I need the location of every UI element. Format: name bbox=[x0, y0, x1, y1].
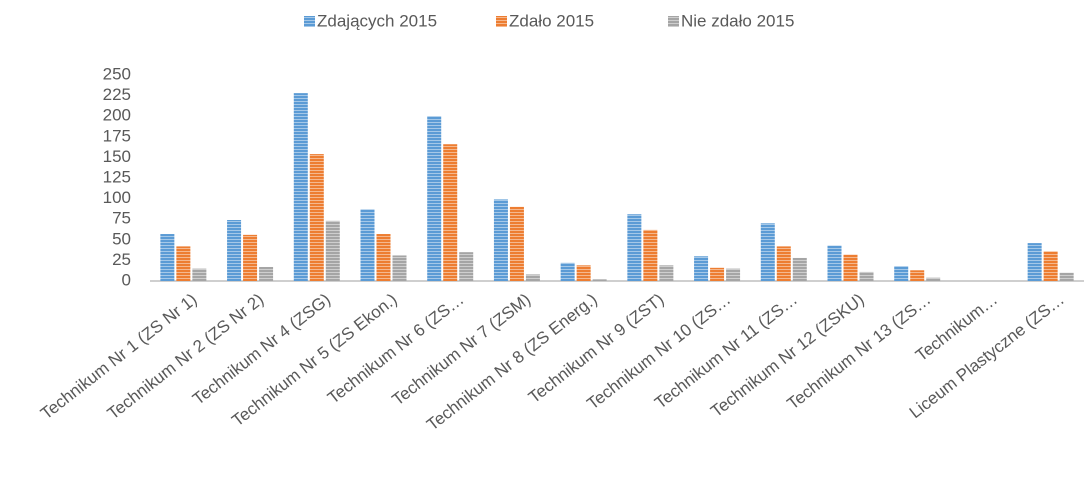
bar bbox=[493, 199, 508, 281]
bar bbox=[243, 234, 258, 281]
legend-label: Zdało 2015 bbox=[509, 11, 594, 30]
y-tick-label: 125 bbox=[103, 167, 131, 186]
bar bbox=[894, 266, 909, 281]
bar bbox=[776, 246, 791, 281]
bar bbox=[843, 254, 858, 281]
bar bbox=[694, 256, 709, 281]
bar bbox=[910, 270, 925, 281]
bar bbox=[293, 93, 308, 282]
bar bbox=[1027, 243, 1042, 281]
y-tick-label: 75 bbox=[112, 209, 131, 228]
bar bbox=[627, 214, 642, 281]
bar bbox=[325, 220, 340, 281]
bar bbox=[192, 268, 207, 281]
bar bbox=[259, 266, 274, 281]
bar bbox=[176, 246, 191, 281]
legend-label: Nie zdało 2015 bbox=[681, 11, 794, 30]
bar bbox=[710, 267, 725, 281]
y-tick-label: 225 bbox=[103, 85, 131, 104]
bar bbox=[1059, 272, 1074, 281]
legend-swatch bbox=[496, 16, 507, 27]
bar bbox=[459, 252, 474, 281]
y-tick-label: 175 bbox=[103, 126, 131, 145]
bar bbox=[443, 144, 458, 281]
bar bbox=[427, 116, 442, 281]
legend-swatch bbox=[304, 16, 315, 27]
bar bbox=[827, 245, 842, 281]
y-tick-label: 250 bbox=[103, 64, 131, 83]
bar bbox=[659, 265, 674, 281]
bar bbox=[859, 271, 874, 281]
bar bbox=[560, 262, 575, 281]
bar bbox=[392, 255, 407, 281]
bar bbox=[760, 223, 775, 281]
bar bbox=[509, 206, 524, 281]
y-tick-label: 200 bbox=[103, 106, 131, 125]
legend-swatch bbox=[668, 16, 679, 27]
y-tick-label: 0 bbox=[122, 270, 131, 289]
bar bbox=[792, 257, 807, 281]
bar bbox=[726, 268, 741, 281]
legend-label: Zdających 2015 bbox=[317, 11, 437, 30]
bar bbox=[525, 274, 540, 281]
bar bbox=[643, 229, 658, 281]
bar bbox=[227, 220, 242, 281]
y-tick-label: 50 bbox=[112, 229, 131, 248]
bar bbox=[160, 234, 175, 281]
bar bbox=[309, 154, 324, 281]
bar bbox=[360, 209, 375, 281]
bar bbox=[576, 265, 591, 281]
bar bbox=[926, 277, 941, 281]
y-tick-label: 100 bbox=[103, 188, 131, 207]
bar bbox=[1043, 251, 1058, 281]
bar bbox=[592, 279, 607, 281]
bar bbox=[376, 234, 391, 281]
y-tick-label: 150 bbox=[103, 147, 131, 166]
y-tick-label: 25 bbox=[112, 250, 131, 269]
